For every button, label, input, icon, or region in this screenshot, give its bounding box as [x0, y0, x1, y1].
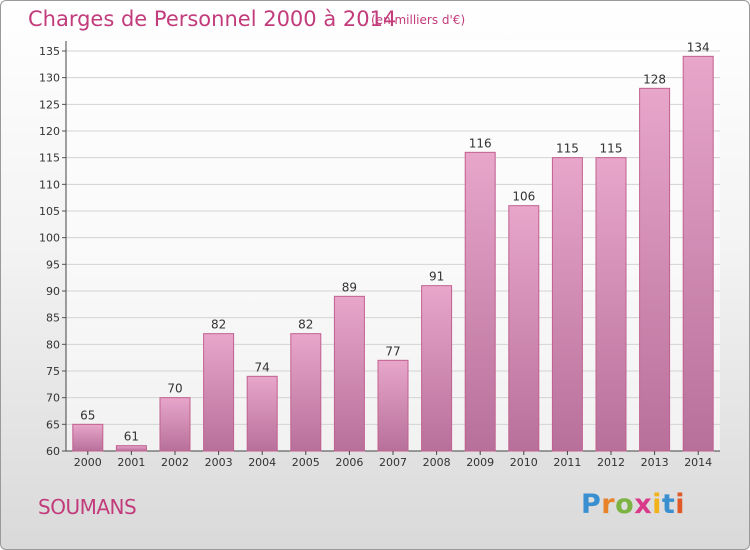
y-tick-label: 130	[39, 72, 60, 85]
bar	[246, 375, 278, 452]
x-tick-label: 2010	[510, 456, 538, 469]
proxiti-logo: Proxiti	[581, 489, 685, 520]
y-tick-label: 70	[46, 392, 60, 405]
data-label: 134	[687, 40, 710, 54]
y-tick-label: 100	[39, 232, 60, 245]
x-tick-label: 2006	[335, 456, 363, 469]
logo-letter: x	[634, 489, 653, 520]
chart-title: Charges de Personnel 2000 à 2014	[28, 7, 397, 31]
x-tick-label: 2008	[423, 456, 451, 469]
y-tick-label: 75	[46, 365, 60, 378]
data-label: 115	[556, 142, 579, 156]
y-tick-label: 105	[39, 205, 60, 218]
data-label: 74	[255, 360, 270, 374]
x-tick-label: 2001	[117, 456, 145, 469]
data-label: 128	[643, 72, 666, 86]
x-tick-label: 2011	[553, 456, 581, 469]
bar	[682, 55, 714, 452]
logo-letter: i	[652, 489, 662, 520]
x-tick-label: 2013	[641, 456, 669, 469]
y-tick-label: 120	[39, 125, 60, 138]
data-label: 82	[298, 318, 313, 332]
bar	[333, 295, 365, 452]
commune-name: SOUMANS	[38, 495, 137, 519]
x-tick-label: 2005	[292, 456, 320, 469]
x-tick-label: 2003	[205, 456, 233, 469]
bar	[421, 285, 453, 452]
bar	[203, 333, 235, 452]
chart-subtitle: (en milliers d'€)	[371, 13, 466, 27]
y-tick-label: 85	[46, 312, 60, 325]
y-tick-label: 65	[46, 418, 60, 431]
y-tick-label: 80	[46, 338, 60, 351]
data-label: 115	[600, 142, 623, 156]
logo-letter: r	[601, 489, 616, 520]
data-label: 106	[512, 190, 535, 204]
x-tick-label: 2004	[248, 456, 276, 469]
bar	[115, 445, 147, 452]
bar	[639, 87, 671, 452]
y-tick-label: 115	[39, 152, 60, 165]
data-label: 91	[429, 270, 444, 284]
data-label: 70	[167, 382, 182, 396]
bar	[377, 359, 409, 452]
bar	[464, 151, 496, 452]
bar	[551, 157, 583, 452]
data-label: 65	[80, 408, 95, 422]
x-tick-label: 2000	[74, 456, 102, 469]
logo-letter: P	[581, 489, 602, 520]
y-tick-label: 125	[39, 98, 60, 111]
bar	[159, 397, 191, 452]
y-tick-label: 95	[46, 258, 60, 271]
bar	[72, 423, 104, 452]
y-tick-label: 90	[46, 285, 60, 298]
y-tick-label: 135	[39, 45, 60, 58]
data-label: 77	[385, 344, 400, 358]
x-tick-label: 2014	[684, 456, 712, 469]
data-label: 61	[124, 430, 139, 444]
logo-letter: o	[615, 489, 635, 520]
y-tick-label: 110	[39, 178, 60, 191]
data-label: 116	[469, 136, 492, 150]
data-label: 89	[342, 280, 357, 294]
bar	[595, 157, 627, 452]
x-tick-label: 2012	[597, 456, 625, 469]
bar	[290, 333, 322, 452]
x-tick-label: 2009	[466, 456, 494, 469]
x-tick-label: 2007	[379, 456, 407, 469]
bar	[508, 205, 540, 452]
y-tick-label: 60	[46, 445, 60, 458]
x-tick-label: 2002	[161, 456, 189, 469]
logo-letter: i	[675, 489, 686, 520]
logo-letter: t	[661, 489, 676, 520]
data-label: 82	[211, 318, 226, 332]
